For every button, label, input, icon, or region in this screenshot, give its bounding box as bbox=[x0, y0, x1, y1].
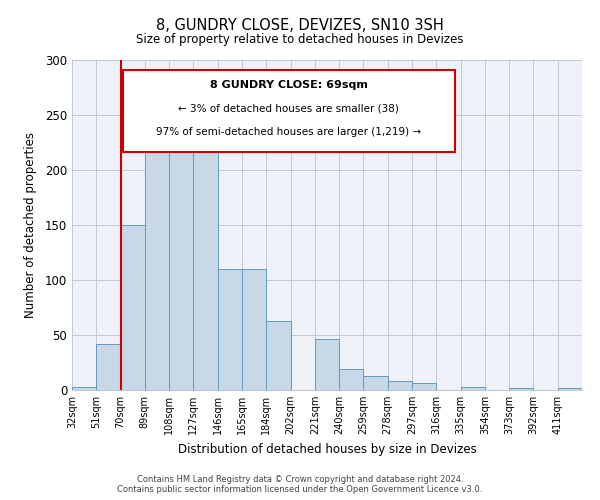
Y-axis label: Number of detached properties: Number of detached properties bbox=[23, 132, 37, 318]
Text: ← 3% of detached houses are smaller (38): ← 3% of detached houses are smaller (38) bbox=[178, 104, 399, 114]
Bar bbox=[193, 118, 218, 390]
Text: 8, GUNDRY CLOSE, DEVIZES, SN10 3SH: 8, GUNDRY CLOSE, DEVIZES, SN10 3SH bbox=[156, 18, 444, 32]
Bar bbox=[558, 388, 582, 390]
Bar bbox=[461, 386, 485, 390]
Bar bbox=[121, 225, 145, 390]
Text: Size of property relative to detached houses in Devizes: Size of property relative to detached ho… bbox=[136, 32, 464, 46]
Bar bbox=[509, 388, 533, 390]
Bar bbox=[145, 150, 169, 390]
Text: 8 GUNDRY CLOSE: 69sqm: 8 GUNDRY CLOSE: 69sqm bbox=[210, 80, 368, 90]
Bar bbox=[412, 384, 436, 390]
X-axis label: Distribution of detached houses by size in Devizes: Distribution of detached houses by size … bbox=[178, 442, 476, 456]
Text: 97% of semi-detached houses are larger (1,219) →: 97% of semi-detached houses are larger (… bbox=[156, 127, 421, 137]
Bar bbox=[266, 320, 290, 390]
Text: Contains HM Land Registry data © Crown copyright and database right 2024.
Contai: Contains HM Land Registry data © Crown c… bbox=[118, 474, 482, 494]
FancyBboxPatch shape bbox=[123, 70, 455, 152]
Bar bbox=[388, 381, 412, 390]
Bar bbox=[169, 132, 193, 390]
Bar bbox=[242, 269, 266, 390]
Bar bbox=[72, 386, 96, 390]
Bar bbox=[96, 344, 121, 390]
Bar bbox=[218, 269, 242, 390]
Bar bbox=[315, 340, 339, 390]
Bar bbox=[339, 369, 364, 390]
Bar bbox=[364, 376, 388, 390]
